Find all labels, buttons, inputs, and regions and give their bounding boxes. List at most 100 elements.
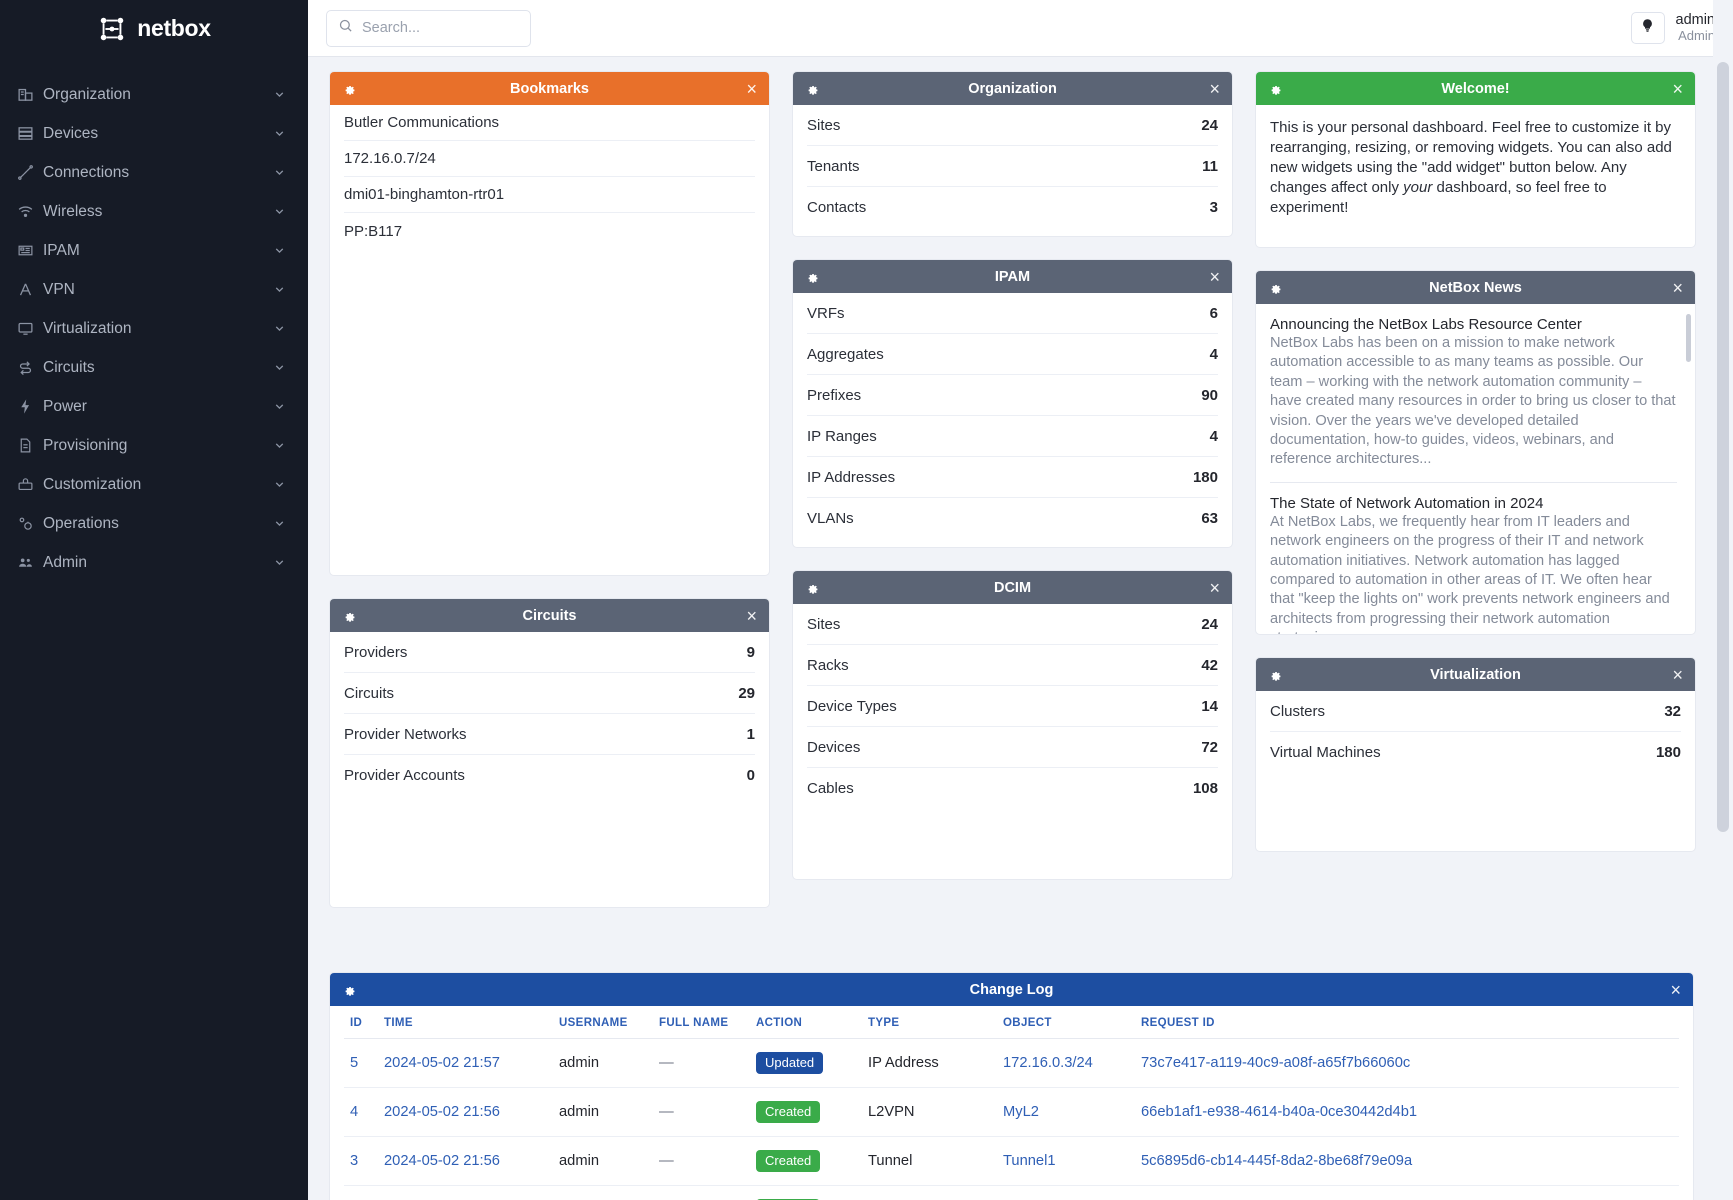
cell-time[interactable]: 2024-05-02 21:57	[384, 1055, 500, 1071]
search-input[interactable]	[362, 20, 519, 36]
list-item[interactable]: Virtual Machines 180	[1270, 732, 1681, 773]
cell-object[interactable]: Tunnel1	[1003, 1153, 1056, 1169]
user-menu[interactable]: admin Admin	[1676, 12, 1716, 44]
widget-ipam: IPAM × VRFs 6 Aggregates 4 Pref	[792, 259, 1233, 548]
close-icon[interactable]: ×	[1672, 664, 1683, 685]
column-header-username[interactable]: USERNAME	[553, 1006, 653, 1039]
list-item[interactable]: Device Types 14	[807, 686, 1218, 727]
list-item[interactable]: Butler Communications	[344, 105, 755, 141]
sidebar-item-organization[interactable]: Organization	[0, 75, 308, 114]
close-icon[interactable]: ×	[1672, 277, 1683, 298]
sidebar-item-label: Operations	[43, 514, 119, 532]
close-icon[interactable]: ×	[1209, 266, 1220, 287]
chevron-down-icon	[273, 205, 286, 218]
column-header-full-name[interactable]: FULL NAME	[653, 1006, 750, 1039]
gear-icon[interactable]	[342, 983, 356, 997]
gear-icon[interactable]	[1268, 82, 1282, 96]
news-item[interactable]: Announcing the NetBox Labs Resource Cent…	[1270, 316, 1677, 483]
list-item[interactable]: Circuits 29	[344, 673, 755, 714]
close-icon[interactable]: ×	[1209, 577, 1220, 598]
list-item[interactable]: Devices 72	[807, 727, 1218, 768]
cell-request-id[interactable]: 73c7e417-a119-40c9-a08f-a65f7b66060c	[1141, 1055, 1411, 1071]
gear-icon[interactable]	[1268, 668, 1282, 682]
news-headline[interactable]: Announcing the NetBox Labs Resource Cent…	[1270, 316, 1582, 333]
list-item[interactable]: Sites 24	[807, 105, 1218, 146]
table-row[interactable]: 4 2024-05-02 21:56 admin — Created L2VPN…	[344, 1087, 1679, 1137]
sidebar-item-provisioning[interactable]: Provisioning	[0, 426, 308, 465]
list-item[interactable]: dmi01-binghamton-rtr01	[344, 177, 755, 213]
table-row[interactable]: 5 2024-05-02 21:57 admin — Updated IP Ad…	[344, 1038, 1679, 1088]
news-headline[interactable]: The State of Network Automation in 2024	[1270, 494, 1544, 512]
close-icon[interactable]: ×	[1672, 78, 1683, 99]
table-row[interactable]: 3 2024-05-02 21:56 admin — Created Tunne…	[344, 1136, 1679, 1186]
close-icon[interactable]: ×	[746, 605, 757, 626]
gear-icon[interactable]	[805, 82, 819, 96]
news-item[interactable]: The State of Network Automation in 2024 …	[1270, 495, 1677, 634]
column-header-request-id[interactable]: REQUEST ID	[1135, 1006, 1679, 1039]
cell-object[interactable]: 172.16.0.3/24	[1003, 1055, 1093, 1071]
sidebar-item-devices[interactable]: Devices	[0, 114, 308, 153]
gear-icon[interactable]	[805, 581, 819, 595]
sidebar-item-customization[interactable]: Customization	[0, 465, 308, 504]
sidebar-item-wireless[interactable]: Wireless	[0, 192, 308, 231]
brand-logo[interactable]: netbox	[0, 0, 308, 57]
list-item[interactable]: Cables 108	[807, 768, 1218, 809]
list-item[interactable]: 172.16.0.7/24	[344, 141, 755, 177]
list-item[interactable]: Aggregates 4	[807, 334, 1218, 375]
page-scrollbar[interactable]	[1717, 62, 1729, 832]
cell-id[interactable]: 5	[350, 1055, 359, 1071]
list-item[interactable]: PP:B117	[344, 222, 403, 240]
list-item[interactable]: Providers 9	[344, 632, 755, 673]
news-list[interactable]: Announcing the NetBox Labs Resource Cent…	[1256, 304, 1695, 634]
list-item[interactable]: Provider Accounts 0	[344, 755, 755, 796]
list-item[interactable]: Prefixes 90	[807, 375, 1218, 416]
cell-id[interactable]: 3	[350, 1153, 359, 1169]
sidebar-item-vpn[interactable]: VPN	[0, 270, 308, 309]
column-header-action[interactable]: ACTION	[750, 1006, 862, 1039]
cell-request-id[interactable]: 66eb1af1-e938-4614-b40a-0ce30442d4b1	[1141, 1104, 1418, 1120]
list-item[interactable]: Tenants 11	[807, 146, 1218, 187]
sidebar-item-connections[interactable]: Connections	[0, 153, 308, 192]
cell-id[interactable]: 4	[350, 1104, 359, 1120]
cell-object[interactable]: MyL2	[1003, 1104, 1039, 1120]
sidebar-item-virtualization[interactable]: Virtualization	[0, 309, 308, 348]
list-item[interactable]: Provider Networks 1	[344, 714, 755, 755]
sidebar-item-circuits[interactable]: Circuits	[0, 348, 308, 387]
column-header-object[interactable]: OBJECT	[997, 1006, 1135, 1039]
devices-icon	[17, 125, 43, 143]
chevron-down-icon	[273, 556, 286, 569]
sidebar-item-operations[interactable]: Operations	[0, 504, 308, 543]
news-scrollbar[interactable]	[1686, 314, 1691, 362]
list-item[interactable]: Contacts 3	[807, 187, 1218, 228]
list-item[interactable]: VRFs 6	[807, 293, 1218, 334]
close-icon[interactable]: ×	[1670, 979, 1681, 1000]
cell-time[interactable]: 2024-05-02 21:56	[384, 1104, 500, 1120]
object-count: 14	[1201, 697, 1218, 715]
sidebar-item-label: Connections	[43, 163, 130, 181]
theme-toggle-button[interactable]	[1630, 12, 1665, 44]
cell-request-id[interactable]: 5c6895d6-cb14-445f-8da2-8be68f79e09a	[1141, 1153, 1413, 1169]
list-item[interactable]: Racks 42	[807, 645, 1218, 686]
object-count: 11	[1202, 157, 1218, 175]
list-item[interactable]: IP Addresses 180	[807, 457, 1218, 498]
table-row[interactable]: 2 2024-05-02 21:55 admin — Created Custo…	[344, 1186, 1679, 1200]
list-item[interactable]: Sites 24	[807, 604, 1218, 645]
column-header-time[interactable]: TIME	[378, 1006, 553, 1039]
search-box[interactable]	[326, 9, 531, 47]
sidebar-item-power[interactable]: Power	[0, 387, 308, 426]
sidebar-item-admin[interactable]: Admin	[0, 543, 308, 582]
object-count: 180	[1655, 744, 1681, 761]
list-item[interactable]: Clusters 32	[1270, 691, 1681, 732]
close-icon[interactable]: ×	[1209, 78, 1220, 99]
column-header-id[interactable]: ID	[344, 1006, 378, 1039]
gear-icon[interactable]	[805, 270, 819, 284]
sidebar-item-ipam[interactable]: IPAM	[0, 231, 308, 270]
gear-icon[interactable]	[1268, 281, 1282, 295]
list-item[interactable]: IP Ranges 4	[807, 416, 1218, 457]
close-icon[interactable]: ×	[746, 78, 757, 99]
cell-time[interactable]: 2024-05-02 21:56	[384, 1153, 500, 1169]
gear-icon[interactable]	[342, 609, 356, 623]
column-header-type[interactable]: TYPE	[862, 1006, 997, 1039]
list-item[interactable]: VLANs 63	[807, 498, 1218, 539]
gear-icon[interactable]	[342, 82, 356, 96]
